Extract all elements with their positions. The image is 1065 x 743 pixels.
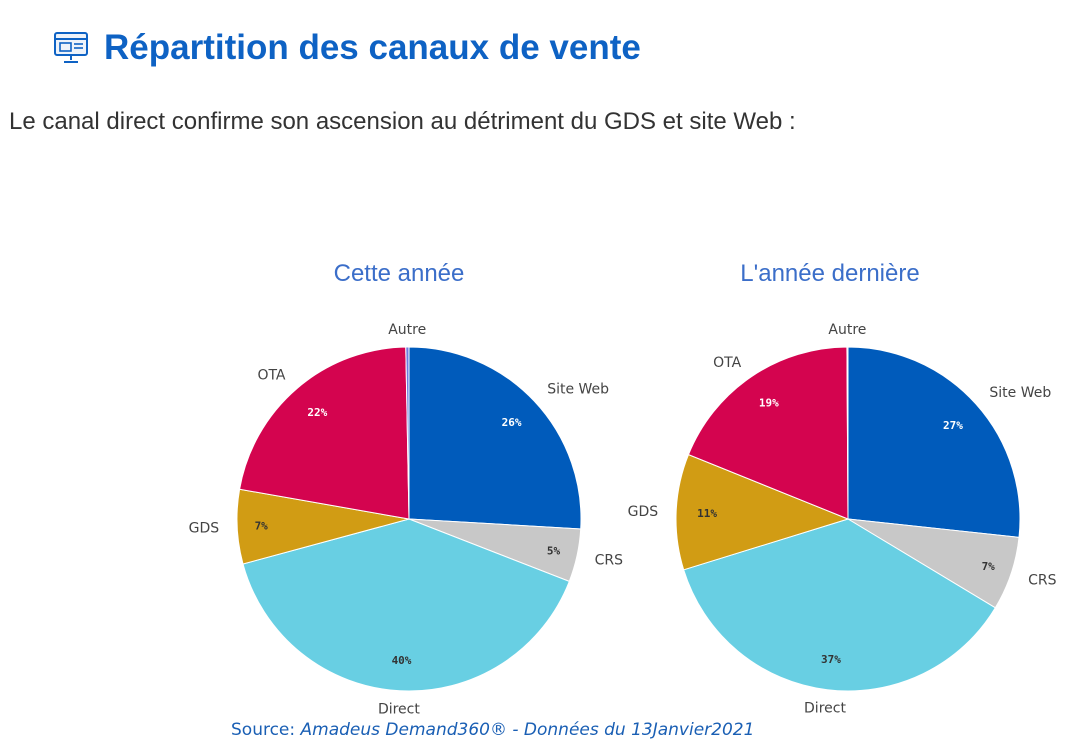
pie-slice-direct (683, 518, 997, 692)
pie-slice-ota (239, 346, 410, 520)
source-text: Amadeus Demand360® - Données du 13Janvie… (300, 720, 755, 740)
chart-title: Cette année (334, 260, 465, 287)
data-label-ota: 19% (759, 396, 779, 409)
pie-slice-direct (242, 518, 570, 692)
category-label-crs: CRS (1028, 573, 1057, 589)
category-label-autre: Autre (828, 322, 866, 338)
pie-slice-site-web (408, 346, 582, 530)
pie-chart-1: Cette année 26% Site Web 5% CRS 40% Direct 7% GD… (189, 260, 623, 718)
category-label-direct: Direct (378, 702, 420, 718)
data-label-ota: 22% (307, 406, 327, 419)
category-label-direct: Direct (804, 701, 846, 717)
chart-title: L'année dernière (740, 260, 919, 287)
category-label-site-web: Site Web (547, 382, 609, 398)
category-label-gds: GDS (628, 504, 659, 520)
monitor-icon (54, 32, 88, 63)
data-label-crs: 5% (547, 545, 561, 558)
pie-chart-2: L'année dernière 27% Site Web 7% CRS 37% Direc… (628, 260, 1057, 717)
source-note: Source: Amadeus Demand360® - Données du … (231, 720, 754, 740)
category-label-ota: OTA (257, 368, 285, 384)
data-label-direct: 40% (392, 654, 412, 667)
title-row: Répartition des canaux de vente (52, 24, 641, 72)
category-label-autre: Autre (388, 322, 426, 338)
pie-slice-ota (687, 346, 849, 520)
category-label-crs: CRS (595, 553, 624, 569)
data-label-direct: 37% (821, 653, 841, 666)
pie-slice-gds (675, 453, 850, 571)
category-label-ota: OTA (713, 355, 741, 371)
data-label-crs: 7% (982, 560, 996, 573)
pie-slice-autre (405, 346, 410, 520)
data-label-site-web: 26% (502, 416, 522, 429)
category-label-gds: GDS (189, 521, 220, 537)
pie-slice-site-web (847, 346, 1021, 538)
page-subtitle: Le canal direct confirme son ascension a… (9, 108, 796, 135)
category-label-site-web: Site Web (989, 385, 1051, 401)
pie-slice-autre (846, 346, 849, 520)
page-title: Répartition des canaux de vente (104, 28, 641, 67)
data-label-site-web: 27% (943, 419, 963, 432)
data-label-gds: 11% (697, 507, 717, 520)
data-label-gds: 7% (255, 520, 269, 533)
source-prefix: Source: (231, 720, 301, 740)
